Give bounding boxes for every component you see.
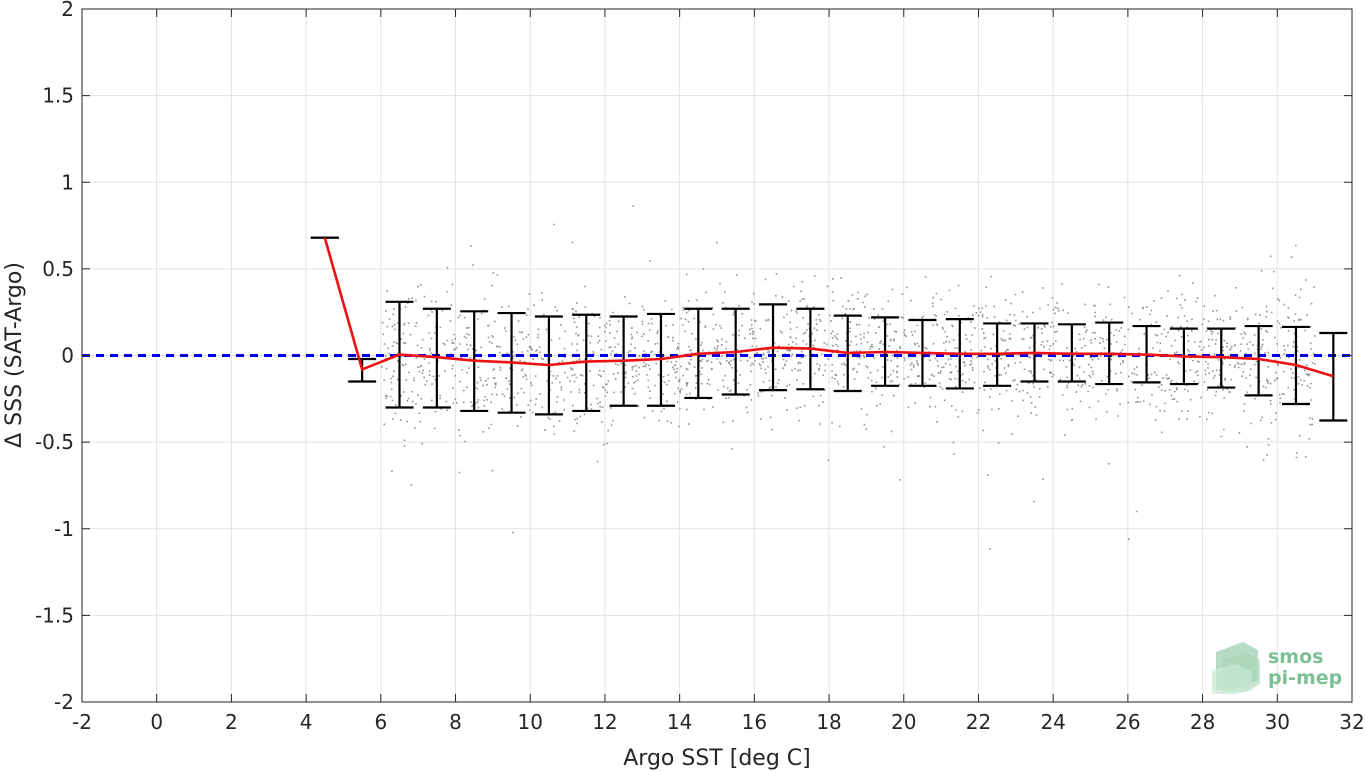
logo-line-1: smos: [1268, 646, 1323, 668]
mean-line: [323, 237, 1334, 378]
y-tick-label: -2: [54, 690, 74, 714]
y-tick-label: 0.5: [42, 257, 74, 281]
logo-wave-icon: [1212, 642, 1260, 694]
error-bar: [1244, 324, 1273, 397]
y-tick-label: -0.5: [35, 430, 74, 454]
x-axis-ticks: -2 0 2 4 6 8 10 12 14 16 18 20 22 24 26 28 30 32: [72, 9, 1365, 734]
x-tick-label: 28: [1190, 710, 1215, 734]
scatter-cloud: [381, 205, 1316, 550]
x-tick-label: -2: [72, 710, 92, 734]
scatter-points: [381, 205, 1316, 550]
smos-pi-mep-logo: smos pi-mep: [1212, 642, 1342, 694]
x-tick-label: 14: [667, 710, 692, 734]
y-tick-label: -1.5: [35, 603, 74, 627]
x-tick-label: 12: [592, 710, 617, 734]
y-tick-label: -1: [54, 517, 74, 541]
y-tick-label: 1: [61, 170, 74, 194]
x-tick-label: 24: [1040, 710, 1065, 734]
x-tick-label: 18: [816, 710, 841, 734]
x-tick-label: 6: [374, 710, 387, 734]
x-tick-label: 20: [891, 710, 916, 734]
x-tick-label: 10: [518, 710, 543, 734]
x-tick-label: 26: [1115, 710, 1140, 734]
x-tick-label: 2: [225, 710, 238, 734]
x-tick-label: 0: [150, 710, 163, 734]
y-tick-label: 0: [61, 344, 74, 368]
y-tick-label: 1.5: [42, 84, 74, 108]
x-axis-label: Argo SST [deg C]: [623, 746, 810, 771]
x-tick-label: 16: [742, 710, 767, 734]
x-tick-label: 30: [1265, 710, 1290, 734]
x-tick-label: 8: [449, 710, 462, 734]
x-tick-label: 32: [1339, 710, 1364, 734]
x-tick-label: 4: [300, 710, 313, 734]
y-axis-label: Δ SSS (SAT-Argo): [2, 262, 27, 448]
logo-line-2: pi-mep: [1268, 667, 1342, 689]
x-tick-label: 22: [966, 710, 991, 734]
y-axis-ticks: 2 1.5 1 0.5 0 -0.5 -1 -1.5 -2: [35, 0, 1352, 714]
error-bar: [1319, 331, 1348, 422]
y-tick-label: 2: [61, 0, 74, 21]
